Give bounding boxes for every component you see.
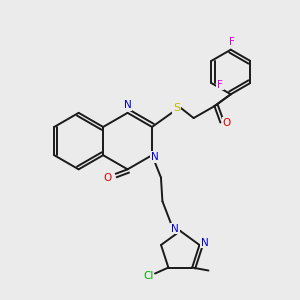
Text: Cl: Cl bbox=[143, 272, 154, 281]
Text: F: F bbox=[217, 80, 223, 90]
Text: N: N bbox=[201, 238, 209, 248]
Text: N: N bbox=[171, 224, 179, 234]
Text: O: O bbox=[223, 118, 231, 128]
Text: N: N bbox=[124, 100, 131, 110]
Text: N: N bbox=[151, 152, 159, 162]
Text: F: F bbox=[229, 37, 235, 47]
Text: S: S bbox=[173, 103, 180, 113]
Text: O: O bbox=[103, 172, 112, 183]
